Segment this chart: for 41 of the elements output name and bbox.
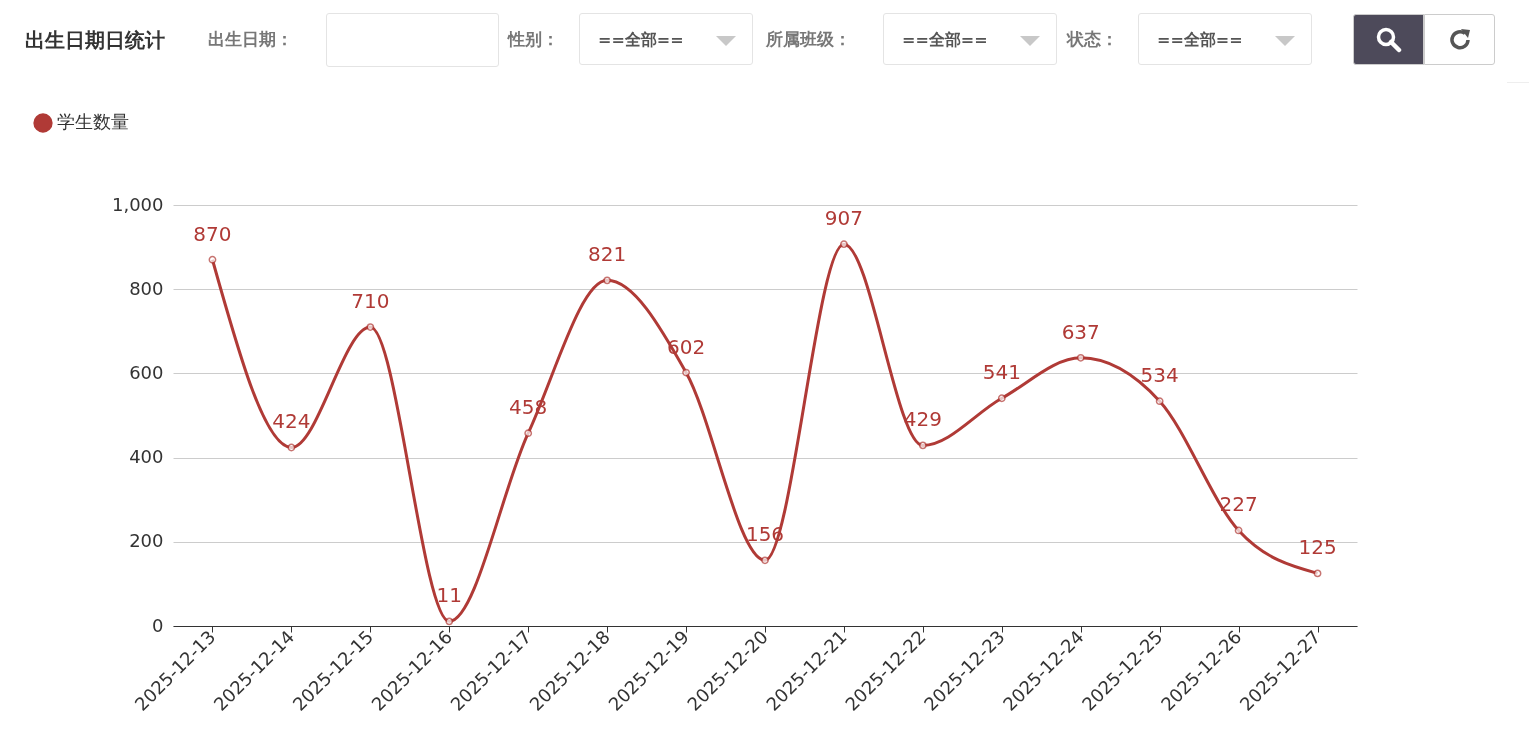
point [1076,353,1085,362]
point [1155,397,1164,406]
point [997,394,1006,403]
point [761,556,769,565]
point [840,240,848,249]
point [1234,526,1243,535]
y-tick-label: 600 [129,361,164,383]
y-tick-label: 1,000 [111,193,164,215]
data-label: 821 [588,242,627,267]
text: ==全部== [1138,13,1312,65]
point [287,443,296,452]
data-label: 534 [1140,363,1179,388]
text: 所属班级： [766,28,851,51]
data-label: 710 [351,289,390,314]
chart-title: 出生日期日统计 [25,27,165,54]
point [1313,569,1322,578]
data-label: 125 [1298,535,1337,560]
text: ==全部== [883,13,1057,65]
point [366,323,375,331]
text: 状态： [1067,28,1118,51]
y-tick-label: 800 [129,277,164,299]
point [682,368,690,377]
data-label: 637 [1061,319,1100,344]
data-label: 227 [1219,492,1258,517]
y-tick-label: 200 [129,530,164,552]
text: 性别： [508,28,559,51]
data-label: 870 [193,221,232,246]
data-label: 11 [436,583,462,608]
text: ==全部== [579,13,753,65]
y-tick-label: 400 [129,446,164,468]
text: 出生日期： [208,28,293,51]
data-label: 541 [982,360,1021,385]
point [603,276,612,285]
point [208,255,217,264]
y-tick-label: 0 [152,614,164,636]
legend-label: 学生数量 [57,111,129,132]
point [445,617,454,626]
data-label: 424 [272,409,311,434]
point [918,441,927,450]
data-label: 907 [824,206,864,231]
point [524,429,533,438]
